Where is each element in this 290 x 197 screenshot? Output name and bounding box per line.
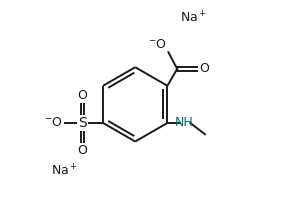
Text: O: O (199, 62, 209, 75)
Text: O: O (77, 89, 87, 102)
Text: S: S (78, 116, 87, 130)
Text: $\mathregular{^{-}}$O: $\mathregular{^{-}}$O (44, 116, 63, 129)
Text: Na$\mathregular{^+}$: Na$\mathregular{^+}$ (51, 163, 78, 178)
Text: O: O (77, 144, 87, 157)
Text: NH: NH (175, 116, 193, 129)
Text: Na$\mathregular{^+}$: Na$\mathregular{^+}$ (180, 11, 208, 26)
Text: $\mathregular{^{-}}$O: $\mathregular{^{-}}$O (148, 38, 167, 51)
